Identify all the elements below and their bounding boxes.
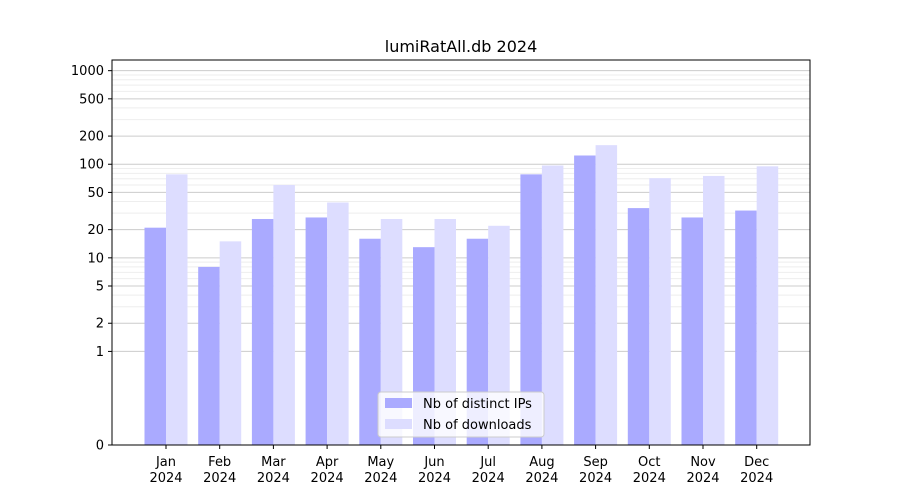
y-tick-label: 500 (79, 92, 104, 107)
bar-downloads-jan (166, 174, 188, 445)
y-tick-label: 200 (79, 130, 104, 145)
x-tick-label-year: 2024 (633, 471, 666, 486)
bar-downloads-sep (595, 145, 618, 445)
y-tick-label: 20 (87, 223, 104, 238)
x-tick-label-month: Nov (690, 455, 716, 470)
x-tick-label-year: 2024 (579, 471, 612, 486)
x-tick-label-year: 2024 (364, 471, 397, 486)
x-tick-label-month: Dec (744, 455, 769, 470)
legend-label-distinct-ips: Nb of distinct IPs (423, 397, 532, 412)
legend-label-downloads: Nb of downloads (423, 418, 532, 433)
y-tick-label: 10 (87, 251, 104, 266)
y-axis: 0 1 2 5 10 20 50 100 200 500 1000 (71, 64, 112, 454)
bar-distinct-ips-sep (574, 155, 596, 445)
y-tick-label: 100 (79, 158, 104, 173)
y-tick-label: 5 (96, 280, 104, 295)
plot-frame (111, 59, 811, 446)
bar-downloads-may (380, 218, 403, 445)
bar-distinct-ips-apr (305, 217, 328, 445)
chart-title: lumiRatAll.db 2024 (385, 37, 538, 56)
bar-downloads-jun (434, 218, 456, 445)
x-tick-label-month: Mar (261, 455, 286, 470)
bar-downloads-apr (327, 202, 349, 445)
x-tick-label-year: 2024 (472, 471, 505, 486)
y-tick-label: 2 (96, 317, 104, 332)
x-tick-label-month: Aug (529, 455, 554, 470)
bar-downloads-oct (649, 178, 671, 445)
bar-downloads-mar (273, 185, 295, 445)
bar-downloads-dec (756, 166, 779, 445)
bar-distinct-ips-oct (627, 208, 650, 445)
bar-distinct-ips-dec (735, 210, 757, 445)
legend-swatch-distinct-ips (385, 398, 412, 408)
y-tick-label: 0 (96, 439, 104, 454)
x-tick-label-month: Feb (208, 455, 231, 470)
y-tick-label: 1000 (71, 64, 104, 79)
bar-downloads-aug (541, 165, 564, 446)
bar-downloads-nov (703, 175, 725, 445)
bar-distinct-ips-nov (681, 217, 703, 445)
x-tick-label-year: 2024 (257, 471, 290, 486)
x-tick-label-month: Jun (423, 455, 444, 470)
y-tick-label: 50 (87, 186, 104, 201)
x-tick-label-year: 2024 (311, 471, 344, 486)
legend: Nb of distinct IPs Nb of downloads (377, 391, 545, 438)
bar-distinct-ips-may (359, 238, 381, 445)
bar-downloads-jul (488, 225, 510, 445)
x-tick-label-year: 2024 (686, 471, 719, 486)
x-tick-label-month: Oct (638, 455, 660, 470)
x-tick-label-year: 2024 (740, 471, 773, 486)
x-axis: Jan2024Feb2024Mar2024Apr2024May2024Jun20… (149, 445, 773, 486)
x-tick-label-month: May (367, 455, 394, 470)
bar-distinct-ips-feb (198, 266, 220, 445)
bar-distinct-ips-jan (144, 227, 166, 445)
bar-distinct-ips-aug (520, 174, 542, 445)
x-tick-label-month: Jul (479, 455, 496, 470)
legend-swatch-downloads (385, 419, 412, 429)
x-tick-label-year: 2024 (418, 471, 451, 486)
x-tick-label-month: Sep (583, 455, 608, 470)
legend-box (377, 391, 545, 438)
bar-distinct-ips-mar (251, 218, 274, 445)
x-tick-label-year: 2024 (149, 471, 182, 486)
x-tick-label-month: Apr (316, 455, 339, 470)
y-tick-label: 1 (96, 345, 104, 360)
x-tick-label-year: 2024 (203, 471, 236, 486)
x-tick-label-month: Jan (155, 455, 176, 470)
x-tick-label-year: 2024 (525, 471, 558, 486)
bar-downloads-feb (219, 241, 242, 445)
